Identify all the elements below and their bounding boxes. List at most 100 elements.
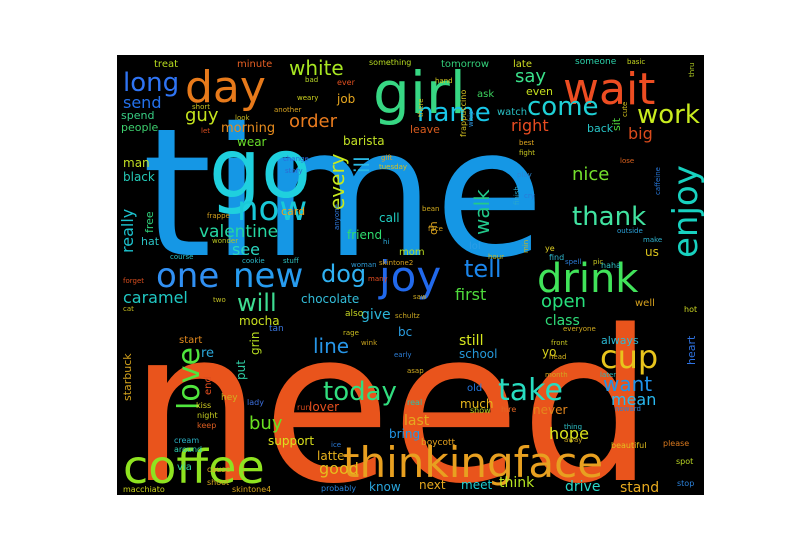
word-one: one (156, 256, 219, 296)
word-see: see (232, 240, 260, 259)
word-class: class (545, 313, 580, 329)
word-cute: cute (621, 102, 629, 117)
word-hand: hand (435, 77, 453, 85)
word-hey: hey (221, 393, 238, 403)
word-haha: haha (601, 261, 621, 270)
word-face: face (428, 225, 443, 233)
word-cream: cream (174, 436, 199, 445)
word-asap: asap (407, 367, 424, 375)
word-guy: guy (185, 105, 219, 126)
word-drink: drink (537, 256, 639, 302)
word-saw: saw (413, 293, 427, 301)
word-around: around (174, 445, 202, 454)
word-people: people (121, 121, 159, 134)
word-will: will (237, 289, 277, 317)
word-new: new (233, 256, 303, 296)
word-even: even (526, 85, 553, 98)
word-stuff: stuff (283, 257, 299, 265)
word-thing: thing (564, 423, 582, 431)
word-run: run (297, 403, 310, 412)
word-fight: fight (519, 149, 535, 157)
word-pic: pic (593, 258, 603, 266)
word-skintone2: skintone2 (379, 259, 413, 267)
word-girl: girl (373, 59, 466, 127)
word-enjoy: enjoy (666, 165, 704, 258)
word-anyone: anyone (333, 204, 341, 230)
word-frappe: frappe (207, 212, 230, 220)
word-bean: bean (422, 205, 439, 213)
word-basic: basic (627, 58, 645, 66)
word-hope: hope (549, 424, 589, 443)
word-long: long (123, 68, 179, 98)
word-show: show (470, 406, 491, 415)
word-change: change (283, 155, 309, 163)
word-call: call (379, 211, 400, 225)
word-free: free (143, 211, 156, 233)
word-tell: tell (464, 255, 502, 283)
word-minute: minute (237, 59, 272, 70)
word-ill: ill (350, 156, 374, 173)
word-time: time (142, 90, 544, 297)
word-probably: probably (321, 484, 356, 493)
word-lose: lose (620, 157, 634, 165)
word-grin: grin (248, 332, 262, 356)
word-leave: leave (410, 123, 440, 136)
word-thru: thru (688, 63, 696, 78)
word-heart: heart (685, 335, 698, 365)
word-tuesday: tuesday (379, 163, 407, 171)
word-stop: stop (677, 479, 694, 488)
word-put: put (234, 360, 248, 380)
word-next: next (419, 478, 446, 492)
word-name: name (417, 98, 491, 128)
word-cookie: cookie (242, 257, 265, 265)
word-good: good (319, 459, 359, 478)
word-shoot: shoot (207, 478, 229, 487)
word-bc: bc (398, 325, 412, 339)
word-wink: wink (361, 339, 378, 347)
word-school: school (459, 347, 497, 361)
word-white: white (289, 56, 344, 80)
word-forget: forget (123, 277, 144, 285)
word-ever: ever (337, 78, 356, 87)
word-work: work (637, 100, 700, 130)
word-friend: friend (347, 228, 382, 242)
word-really: really (118, 209, 137, 253)
word-hi: hi (383, 238, 389, 246)
word-gift: gift (381, 154, 393, 162)
word-mom: mom (399, 247, 425, 258)
word-hour: hour (488, 253, 504, 261)
word-outside: outside (617, 227, 643, 235)
word-know: know (369, 480, 401, 494)
word-every: every (325, 153, 349, 210)
word-stand: stand (620, 480, 659, 495)
word-short: short (192, 103, 210, 111)
word-still: still (459, 333, 483, 349)
word-day: day (185, 62, 266, 113)
word-first: first (455, 285, 486, 304)
word-wait: wait (563, 64, 655, 115)
word-frappuccino: frappuccino (459, 90, 468, 137)
word-nice: nice (572, 164, 609, 185)
word-send: send (123, 93, 161, 112)
word-cry: cry (524, 192, 535, 200)
word-someone: someone (575, 57, 617, 67)
word-course: course (170, 253, 193, 261)
word-cup: cup (600, 338, 658, 376)
word-start: start (179, 335, 202, 346)
word-think: think (499, 475, 535, 491)
word-watch: watch (497, 107, 527, 118)
word-spend: spend (121, 109, 154, 122)
word-cause: cause (207, 465, 231, 474)
word-noward: noward (615, 405, 641, 413)
word-macchiato: macchiato (123, 485, 165, 494)
word-mocha: mocha (239, 314, 280, 328)
word-thank: thank (572, 202, 646, 232)
word-kiss: kiss (196, 401, 211, 410)
word-another: another (274, 106, 301, 114)
word-story: story (285, 167, 303, 175)
word-thinkingface: thinkingface (343, 438, 603, 487)
word-caffeine: caffeine (654, 167, 662, 195)
word-line: line (313, 334, 349, 358)
word-chocolate: chocolate (301, 292, 359, 306)
word-whip: whip (467, 110, 475, 127)
